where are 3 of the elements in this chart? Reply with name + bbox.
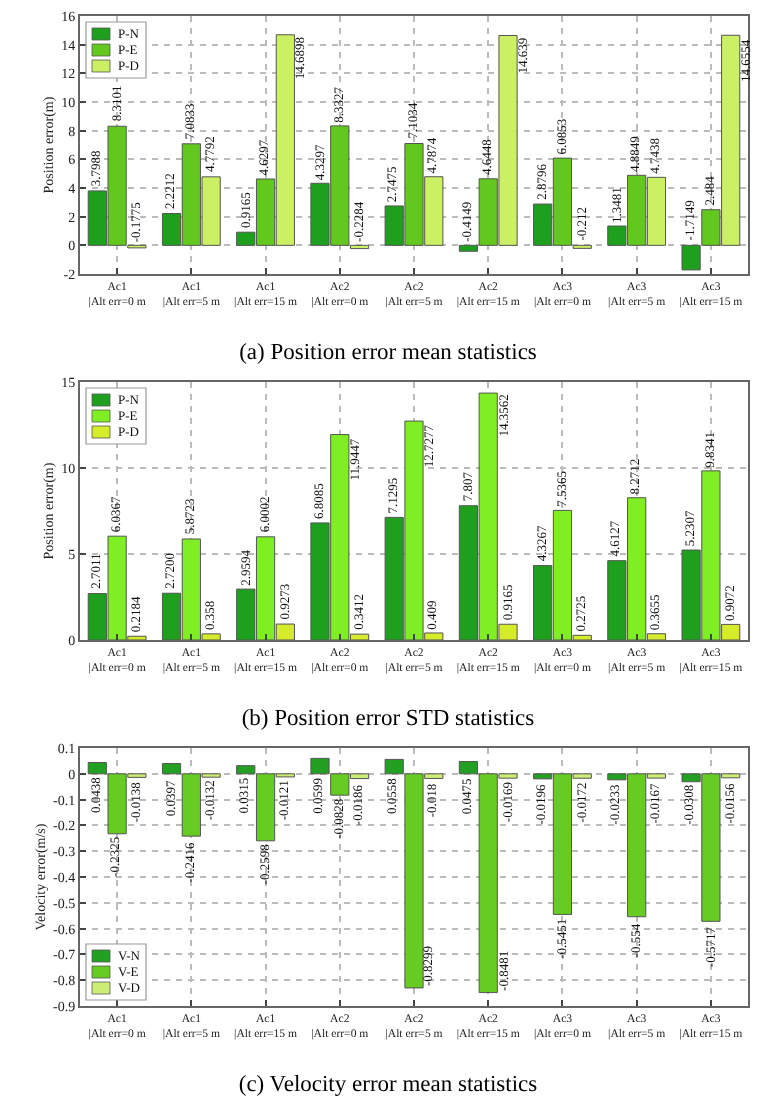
text: (a) Position error mean statistics bbox=[239, 340, 538, 365]
text: (b) Position error STD statistics bbox=[241, 706, 536, 731]
text: (c) Velocity error mean statistics bbox=[238, 1072, 539, 1097]
